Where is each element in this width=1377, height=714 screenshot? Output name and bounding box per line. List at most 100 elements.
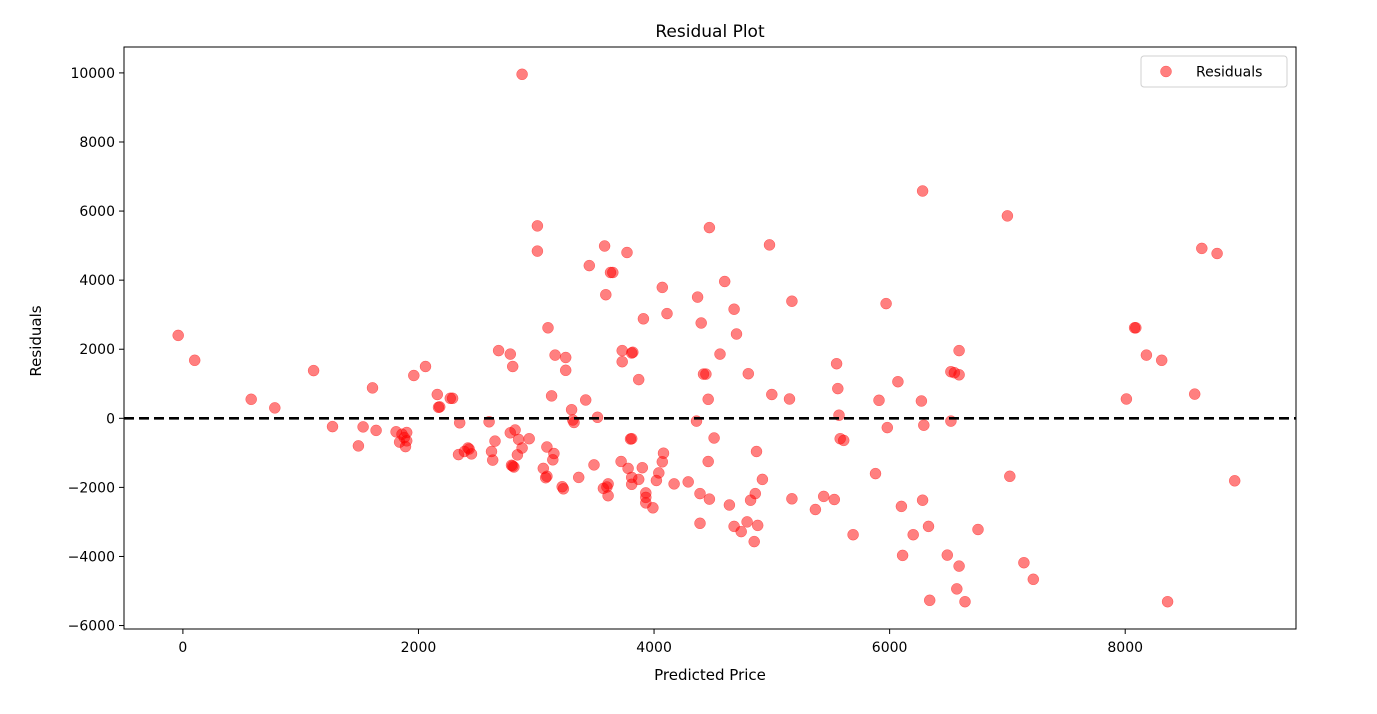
- residual-point: [702, 393, 714, 406]
- residual-point: [557, 483, 570, 495]
- x-tick-label: 8000: [1107, 640, 1143, 656]
- residual-point: [492, 344, 505, 357]
- residual-point: [741, 516, 753, 528]
- residual-point: [668, 478, 680, 490]
- residual-point: [751, 519, 764, 532]
- residual-point: [694, 487, 706, 500]
- residual-point: [694, 517, 706, 530]
- residual-point: [817, 490, 830, 503]
- x-tick-label: 4000: [636, 640, 672, 656]
- residual-point: [657, 447, 670, 459]
- residual-point: [748, 535, 760, 548]
- residual-point: [1140, 349, 1153, 361]
- x-tick-label: 6000: [872, 640, 908, 656]
- residual-point: [959, 595, 971, 608]
- legend: Residuals: [1140, 55, 1288, 88]
- residual-point: [703, 493, 716, 505]
- residual-point: [786, 295, 798, 307]
- residual-point: [637, 313, 650, 325]
- residual-point: [951, 583, 963, 595]
- residual-point: [723, 499, 736, 511]
- residual-point: [531, 220, 544, 232]
- legend-box: [1140, 55, 1288, 88]
- residual-point: [809, 503, 822, 516]
- residual-point: [640, 491, 652, 504]
- residual-point: [941, 549, 954, 561]
- residual-point: [565, 403, 578, 416]
- residual-point: [632, 373, 645, 386]
- residual-point: [837, 434, 850, 447]
- residual-point: [907, 528, 919, 541]
- residual-point: [702, 455, 714, 468]
- y-tick-label: −2000: [68, 480, 115, 496]
- residual-point: [516, 68, 528, 81]
- legend-marker: [1160, 65, 1172, 78]
- residual-point: [172, 329, 184, 342]
- residual-point: [559, 364, 572, 377]
- residual-point: [504, 348, 517, 360]
- residual-point: [559, 351, 572, 364]
- residual-point: [516, 442, 528, 454]
- residual-point: [602, 478, 614, 490]
- y-tick-label: −6000: [68, 619, 115, 635]
- residual-point: [832, 382, 844, 395]
- residual-point: [916, 185, 929, 197]
- residual-point: [1211, 247, 1223, 260]
- residual-point: [400, 435, 413, 447]
- y-tick-label: 6000: [79, 204, 115, 220]
- axes-frame: [123, 46, 1297, 630]
- residual-point: [847, 528, 859, 541]
- residual-point: [742, 367, 755, 380]
- x-axis-label: Predicted Price: [654, 666, 766, 684]
- residual-point: [1018, 556, 1030, 569]
- residual-point: [1155, 354, 1168, 367]
- residual-point: [352, 440, 365, 452]
- residual-point: [269, 402, 281, 414]
- residual-point: [366, 382, 379, 394]
- y-tick-label: 0: [106, 411, 115, 427]
- residual-point: [408, 369, 420, 382]
- residual-point: [627, 346, 639, 359]
- residual-point: [881, 421, 894, 434]
- y-axis-ticks: −6000 −4000 −2000 0 2000 4000 6000 8000 10000: [68, 66, 124, 635]
- residual-point: [419, 360, 432, 373]
- residual-point: [1001, 210, 1014, 222]
- residual-point: [1120, 393, 1133, 405]
- residual-point: [549, 349, 561, 361]
- residual-point: [572, 471, 585, 484]
- residual-point: [972, 523, 984, 536]
- residual-point: [1027, 573, 1040, 586]
- residual-point: [188, 354, 201, 367]
- y-tick-label: −4000: [68, 549, 115, 565]
- y-tick-label: 4000: [79, 273, 115, 289]
- residual-point: [433, 401, 446, 413]
- residual-point: [653, 467, 665, 479]
- residual-point: [880, 297, 892, 310]
- chart-title: Residual Plot: [655, 22, 765, 42]
- residual-point: [588, 459, 600, 471]
- residual-point: [953, 369, 965, 381]
- residual-point: [763, 239, 776, 251]
- residual-point: [632, 473, 645, 486]
- residual-point: [691, 291, 704, 303]
- residual-point: [783, 393, 796, 405]
- residual-point: [647, 502, 659, 514]
- x-tick-label: 0: [178, 640, 187, 656]
- residual-point: [615, 455, 627, 468]
- y-axis-label: Residuals: [27, 305, 45, 376]
- residual-point: [1188, 388, 1201, 400]
- residual-point: [714, 348, 726, 360]
- residual-point: [625, 432, 638, 445]
- residual-point: [545, 390, 558, 402]
- residual-point: [607, 266, 619, 279]
- residual-point: [1228, 475, 1241, 487]
- residual-point: [786, 493, 798, 505]
- residual-point: [892, 375, 904, 388]
- residual-point: [915, 395, 928, 407]
- residual-point: [621, 246, 633, 259]
- residual-point: [370, 424, 382, 437]
- residual-point: [916, 494, 929, 506]
- residual-point: [703, 221, 716, 234]
- residual-point: [508, 461, 520, 473]
